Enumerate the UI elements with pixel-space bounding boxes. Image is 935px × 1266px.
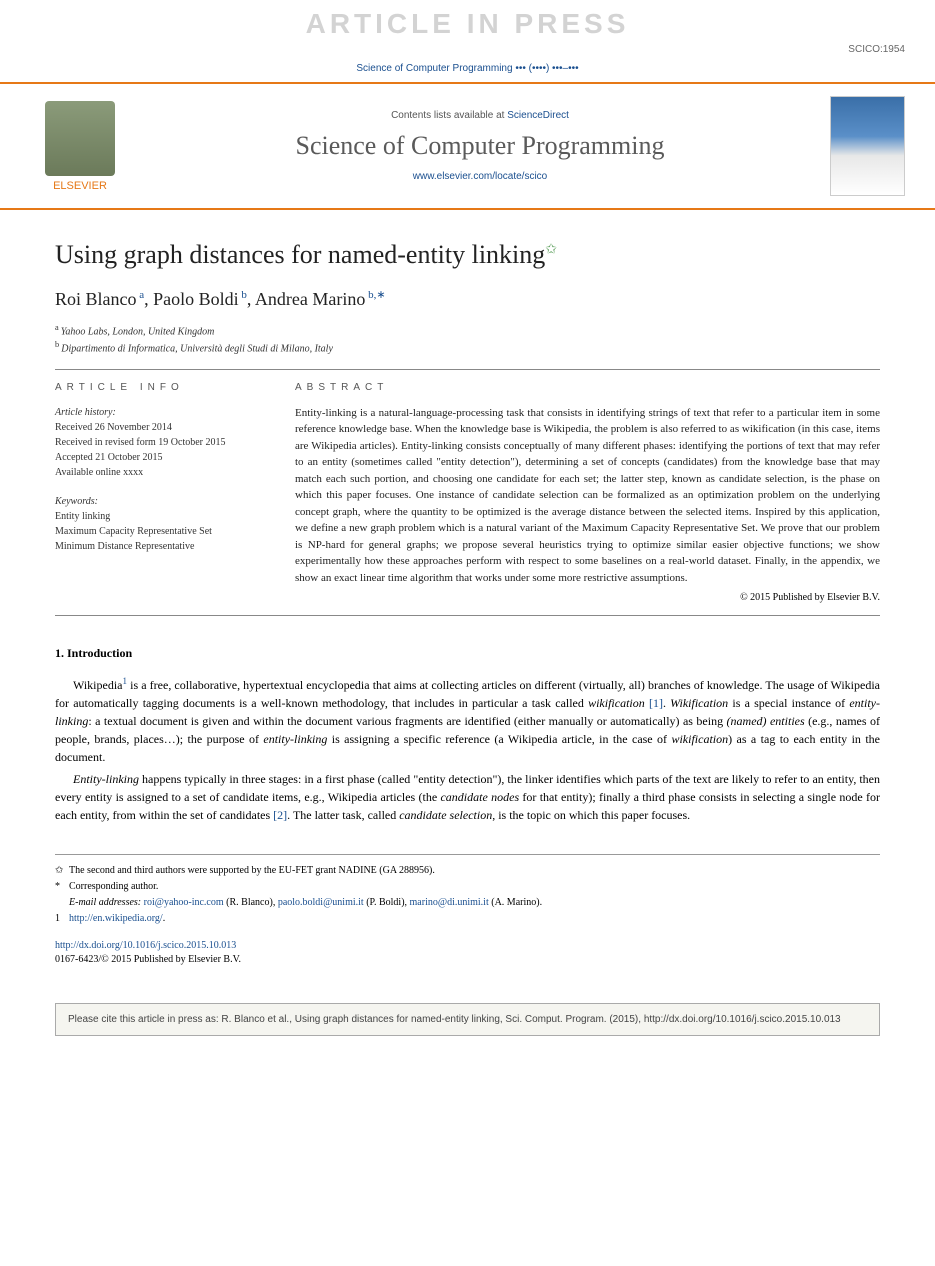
author: Paolo Boldi b [153, 289, 247, 309]
abstract-header: ABSTRACT [295, 382, 880, 393]
funding-footnote: ✩The second and third authors were suppo… [55, 863, 880, 879]
citation-box: Please cite this article in press as: R.… [55, 1003, 880, 1036]
history-line: Accepted 21 October 2015 [55, 450, 265, 465]
abstract-text: Entity-linking is a natural-language-pro… [295, 405, 880, 587]
abstract-copyright: © 2015 Published by Elsevier B.V. [295, 592, 880, 603]
keyword-line: Entity linking [55, 509, 265, 524]
journal-reference-line: Science of Computer Programming ••• (•••… [0, 59, 935, 82]
article-code: SCICO:1954 [848, 44, 905, 55]
emails-label: E-mail addresses: [69, 897, 141, 908]
introduction-heading: 1. Introduction [55, 646, 880, 661]
keywords-label: Keywords: [55, 494, 265, 509]
title-funding-mark: ✩ [545, 242, 557, 257]
info-abstract-columns: ARTICLE INFO Article history: Received 2… [55, 382, 880, 604]
watermark-text: ARTICLE IN PRESS [0, 0, 935, 40]
abstract-column: ABSTRACT Entity-linking is a natural-lan… [295, 382, 880, 604]
article-code-bar: SCICO:1954 [0, 40, 935, 59]
author-affil-sup: b,∗ [365, 289, 385, 301]
email-link[interactable]: paolo.boldi@unimi.it [278, 897, 364, 908]
wikipedia-url-link[interactable]: http://en.wikipedia.org/ [69, 913, 163, 924]
emails-footnote: E-mail addresses: roi@yahoo-inc.com (R. … [55, 895, 880, 911]
footnote-ref[interactable]: 1 [123, 676, 128, 686]
authors-line: Roi Blanco a, Paolo Boldi b, Andrea Mari… [55, 288, 880, 310]
keyword-line: Maximum Capacity Representative Set [55, 524, 265, 539]
doi-block: http://dx.doi.org/10.1016/j.scico.2015.1… [55, 939, 880, 967]
sciencedirect-link[interactable]: ScienceDirect [507, 110, 569, 121]
divider [55, 615, 880, 616]
keywords-block: Keywords: Entity linkingMaximum Capacity… [55, 494, 265, 554]
journal-title: Science of Computer Programming [130, 131, 830, 161]
issn-copyright-line: 0167-6423/© 2015 Published by Elsevier B… [55, 954, 241, 965]
contents-available-line: Contents lists available at ScienceDirec… [130, 110, 830, 121]
journal-homepage-link[interactable]: www.elsevier.com/locate/scico [130, 171, 830, 182]
keyword-line: Minimum Distance Representative [55, 539, 265, 554]
history-line: Available online xxxx [55, 465, 265, 480]
doi-link[interactable]: http://dx.doi.org/10.1016/j.scico.2015.1… [55, 940, 236, 951]
article-info-column: ARTICLE INFO Article history: Received 2… [55, 382, 265, 604]
contents-prefix: Contents lists available at [391, 110, 507, 121]
title-text: Using graph distances for named-entity l… [55, 240, 545, 269]
divider [55, 369, 880, 370]
history-line: Received in revised form 19 October 2015 [55, 435, 265, 450]
corresponding-footnote: *Corresponding author. [55, 879, 880, 895]
footnotes-block: ✩The second and third authors were suppo… [55, 854, 880, 927]
intro-paragraph-1: Wikipedia1 is a free, collaborative, hyp… [55, 675, 880, 766]
citation-ref[interactable]: [2] [273, 808, 287, 822]
intro-paragraph-2: Entity-linking happens typically in thre… [55, 770, 880, 824]
elsevier-tree-logo [45, 101, 115, 176]
history-label: Article history: [55, 405, 265, 420]
history-line: Received 26 November 2014 [55, 420, 265, 435]
journal-header-band: ELSEVIER Contents lists available at Sci… [0, 82, 935, 210]
author: Roi Blanco a [55, 289, 144, 309]
article-title: Using graph distances for named-entity l… [55, 240, 880, 270]
journal-cover-thumbnail [830, 96, 905, 196]
publisher-label: ELSEVIER [53, 180, 107, 192]
article-info-header: ARTICLE INFO [55, 382, 265, 393]
publisher-block: ELSEVIER [30, 101, 130, 192]
author-affil-sup: a [137, 289, 145, 301]
article-main: Using graph distances for named-entity l… [0, 210, 935, 987]
affiliation-line: a Yahoo Labs, London, United Kingdom [55, 322, 880, 339]
affiliation-line: b Dipartimento di Informatica, Universit… [55, 339, 880, 356]
article-history-block: Article history: Received 26 November 20… [55, 405, 265, 480]
citation-ref[interactable]: [1] [649, 696, 663, 710]
wikipedia-footnote: 1http://en.wikipedia.org/. [55, 911, 880, 927]
email-link[interactable]: roi@yahoo-inc.com [144, 897, 224, 908]
author: Andrea Marino b,∗ [255, 289, 386, 309]
email-link[interactable]: marino@di.unimi.it [410, 897, 489, 908]
affiliations-block: a Yahoo Labs, London, United Kingdomb Di… [55, 322, 880, 357]
author-affil-sup: b [239, 289, 247, 301]
header-center: Contents lists available at ScienceDirec… [130, 110, 830, 182]
